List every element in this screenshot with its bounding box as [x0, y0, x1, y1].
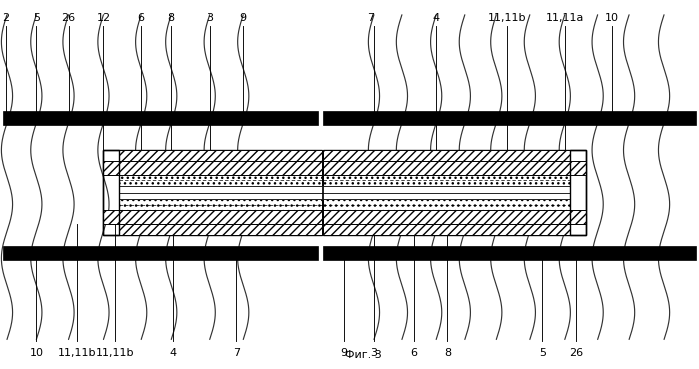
Bar	[3, 246, 318, 260]
Bar	[570, 161, 586, 175]
Text: 2: 2	[2, 13, 9, 23]
Bar	[119, 150, 322, 161]
Text: 7: 7	[233, 348, 240, 358]
Text: 8: 8	[168, 13, 175, 23]
Text: 26: 26	[569, 348, 583, 358]
Text: 8: 8	[444, 348, 451, 358]
Text: 26: 26	[62, 13, 75, 23]
Bar	[323, 224, 570, 235]
Text: 11,11a: 11,11a	[546, 13, 584, 23]
Text: 4: 4	[433, 13, 440, 23]
Text: 4: 4	[170, 348, 177, 358]
Bar	[119, 210, 322, 224]
Text: 3: 3	[370, 348, 377, 358]
Bar	[103, 150, 119, 235]
Bar	[323, 175, 570, 186]
Text: 9: 9	[340, 348, 347, 358]
Text: 3: 3	[206, 13, 213, 23]
Text: 5: 5	[33, 13, 40, 23]
Bar	[103, 161, 119, 175]
Bar	[103, 210, 119, 224]
Bar	[119, 186, 322, 199]
Bar	[323, 111, 696, 125]
Bar	[3, 111, 318, 125]
Text: Фиг. 3: Фиг. 3	[345, 350, 382, 360]
Text: 6: 6	[138, 13, 145, 23]
Bar	[323, 246, 696, 260]
Text: 5: 5	[539, 348, 546, 358]
Bar	[119, 199, 322, 210]
Text: 11,11b: 11,11b	[96, 348, 135, 358]
Bar	[119, 175, 322, 186]
Bar	[323, 186, 570, 199]
Bar	[570, 210, 586, 224]
Bar	[323, 150, 586, 235]
Text: 9: 9	[240, 13, 247, 23]
Text: 6: 6	[410, 348, 417, 358]
Bar	[323, 161, 570, 175]
Bar	[323, 150, 570, 161]
Text: 11,11b: 11,11b	[57, 348, 96, 358]
Bar	[570, 150, 586, 235]
Text: 10: 10	[29, 348, 43, 358]
Text: 7: 7	[367, 13, 374, 23]
Text: 10: 10	[605, 13, 619, 23]
Bar	[323, 199, 570, 210]
Text: 11,11b: 11,11b	[488, 13, 527, 23]
Bar	[103, 150, 322, 235]
Bar	[119, 224, 322, 235]
Bar	[119, 161, 322, 175]
Bar	[323, 210, 570, 224]
Text: 12: 12	[96, 13, 110, 23]
